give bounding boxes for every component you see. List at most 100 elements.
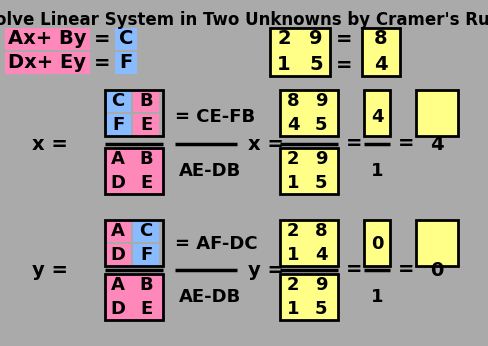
Bar — [280, 274, 337, 320]
Bar — [105, 90, 163, 136]
Text: =: = — [94, 54, 110, 73]
Bar — [269, 28, 329, 76]
Text: =: = — [335, 29, 351, 48]
Text: F: F — [112, 116, 124, 134]
Bar — [280, 148, 337, 194]
Text: 2: 2 — [277, 29, 290, 48]
Text: 5: 5 — [314, 300, 326, 318]
Text: 9: 9 — [314, 276, 326, 294]
Text: x =: x = — [247, 135, 284, 154]
Bar — [415, 90, 457, 136]
Bar — [415, 90, 457, 136]
Text: 4: 4 — [373, 55, 387, 74]
Text: = AF-DC: = AF-DC — [175, 235, 257, 253]
Bar — [5, 28, 90, 50]
Text: Ax+ By: Ax+ By — [8, 29, 86, 48]
Bar — [115, 28, 137, 50]
Text: E: E — [140, 174, 152, 192]
Bar — [280, 274, 337, 320]
Text: 1: 1 — [286, 174, 299, 192]
Bar — [133, 114, 159, 136]
Text: A: A — [111, 150, 124, 168]
Text: B: B — [139, 150, 153, 168]
Text: 1: 1 — [370, 288, 383, 306]
Text: 0: 0 — [429, 261, 443, 280]
Text: 5: 5 — [314, 174, 326, 192]
Bar — [280, 220, 337, 266]
Bar — [115, 52, 137, 74]
Text: Dx+ Ey: Dx+ Ey — [8, 54, 86, 73]
Text: =: = — [94, 29, 110, 48]
Text: C: C — [111, 92, 124, 110]
Text: 1: 1 — [277, 55, 290, 74]
Text: D: D — [110, 174, 125, 192]
Text: B: B — [139, 276, 153, 294]
Text: 9: 9 — [314, 150, 326, 168]
Bar — [5, 52, 90, 74]
Bar — [361, 28, 399, 76]
Bar — [105, 244, 131, 266]
Text: x =: x = — [32, 135, 68, 154]
Text: = CE-FB: = CE-FB — [175, 108, 255, 126]
Bar — [105, 274, 163, 320]
Text: A: A — [111, 222, 124, 240]
Text: =: = — [335, 55, 351, 74]
Text: B: B — [139, 92, 153, 110]
Bar — [133, 244, 159, 266]
Bar — [280, 148, 337, 194]
Text: 9: 9 — [314, 92, 326, 110]
Text: Solve Linear System in Two Unknowns by Cramer's Rule: Solve Linear System in Two Unknowns by C… — [0, 11, 488, 29]
Text: =: = — [346, 135, 362, 154]
Text: 1: 1 — [286, 300, 299, 318]
Bar — [105, 148, 163, 194]
Text: 0: 0 — [370, 235, 383, 253]
Text: 2: 2 — [286, 150, 299, 168]
Bar — [269, 28, 329, 76]
Bar — [280, 90, 337, 136]
Bar — [415, 220, 457, 266]
Text: 8: 8 — [314, 222, 326, 240]
Text: 4: 4 — [429, 135, 443, 154]
Text: 5: 5 — [308, 55, 322, 74]
Text: C: C — [139, 222, 152, 240]
Text: E: E — [140, 116, 152, 134]
Bar — [363, 220, 389, 266]
Text: 1: 1 — [286, 246, 299, 264]
Text: 4: 4 — [286, 116, 299, 134]
Text: C: C — [119, 29, 133, 48]
Text: A: A — [111, 276, 124, 294]
Bar — [415, 220, 457, 266]
Bar — [363, 220, 389, 266]
Text: 2: 2 — [286, 222, 299, 240]
Text: F: F — [140, 246, 152, 264]
Bar — [363, 90, 389, 136]
Text: 2: 2 — [286, 276, 299, 294]
Text: D: D — [110, 246, 125, 264]
Text: 5: 5 — [314, 116, 326, 134]
Text: 8: 8 — [373, 29, 387, 48]
Text: y =: y = — [32, 261, 68, 280]
Text: =: = — [346, 261, 362, 280]
Text: =: = — [397, 261, 414, 280]
Text: 1: 1 — [370, 162, 383, 180]
Text: 4: 4 — [314, 246, 326, 264]
Text: 4: 4 — [370, 108, 383, 126]
Bar — [105, 148, 163, 194]
Text: 8: 8 — [286, 92, 299, 110]
Bar — [105, 220, 163, 266]
Bar — [133, 220, 159, 242]
Bar — [105, 114, 131, 136]
Text: AE-DB: AE-DB — [179, 288, 241, 306]
Text: D: D — [110, 300, 125, 318]
Bar — [133, 90, 159, 112]
Bar — [280, 90, 337, 136]
Bar — [280, 220, 337, 266]
Text: =: = — [397, 135, 414, 154]
Bar — [105, 90, 131, 112]
Text: 9: 9 — [308, 29, 322, 48]
Text: y =: y = — [247, 261, 284, 280]
Bar — [105, 220, 131, 242]
Text: F: F — [119, 54, 132, 73]
Bar — [363, 90, 389, 136]
Bar — [105, 274, 163, 320]
